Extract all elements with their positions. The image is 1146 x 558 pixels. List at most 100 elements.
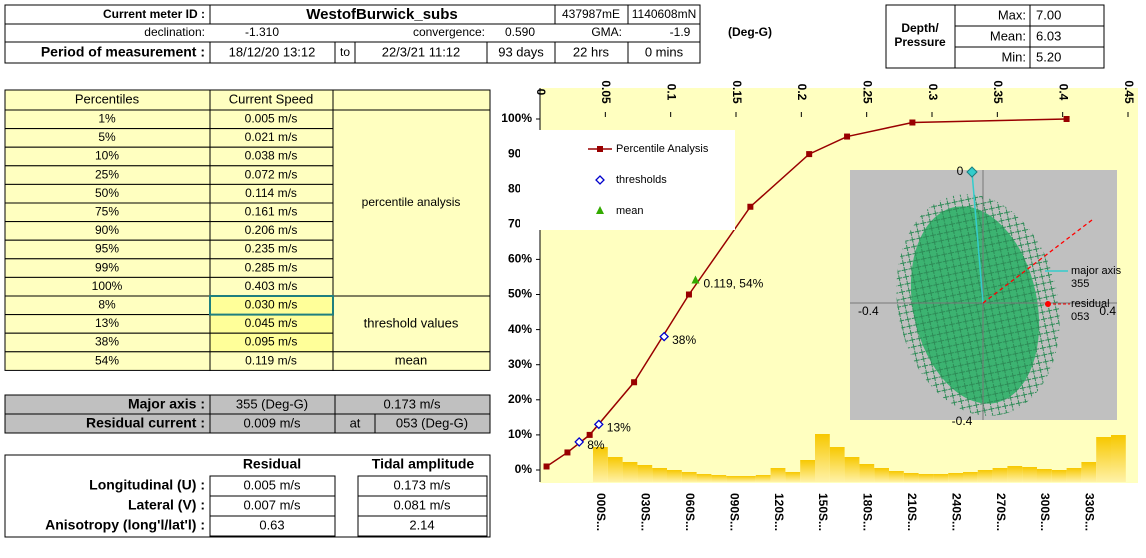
cell-text: Current meter ID :	[103, 7, 205, 21]
cell-text: 50%	[95, 186, 119, 200]
cell-text: convergence:	[413, 25, 485, 39]
y-tick-label: 100%	[501, 111, 532, 125]
cell-text: 0.095 m/s	[245, 335, 298, 349]
cell-text: 0.072 m/s	[245, 167, 298, 181]
bar	[815, 434, 830, 482]
point	[806, 151, 813, 158]
cell	[374, 413, 491, 434]
cell-text: WestofBurwick_subs	[306, 6, 457, 23]
cell-text: 90%	[95, 223, 119, 237]
x-category-label: 060S...	[683, 493, 697, 531]
bar	[859, 464, 875, 482]
selected-cell	[209, 295, 334, 316]
cell	[357, 515, 488, 537]
bar	[1066, 468, 1082, 482]
y-tick-label: 0%	[515, 462, 533, 476]
x-tick-label: 0.3	[926, 84, 940, 101]
bar	[992, 468, 1008, 482]
legend-marker	[595, 175, 605, 185]
frame	[4, 454, 491, 538]
bar	[1007, 466, 1023, 482]
bar	[652, 468, 667, 482]
x-category-label: 240S...	[949, 493, 963, 531]
cell-text: 0.285 m/s	[245, 260, 298, 274]
cell-text: 2.14	[409, 517, 434, 532]
bar	[667, 470, 682, 482]
cell-text: 25%	[95, 167, 119, 181]
cell-text: 13%	[95, 316, 119, 330]
cell-text: 1140608mN	[632, 7, 697, 21]
y-tick-label: 40%	[508, 322, 532, 336]
y-tick-label: 10%	[508, 427, 532, 441]
x-category-label: 300S...	[1038, 493, 1052, 531]
cell-text: 5.20	[1036, 49, 1061, 64]
cell-text: Mean:	[990, 28, 1026, 43]
point	[844, 133, 851, 140]
bar	[1096, 437, 1111, 482]
bar	[1051, 470, 1067, 482]
cell-text: to	[340, 45, 350, 59]
cell-text: Period of measurement :	[41, 44, 205, 60]
legend	[520, 130, 735, 230]
cell-text: Anisotropy (long'l/lat'l) :	[45, 517, 205, 533]
threshold-point	[574, 437, 585, 447]
x-tick-label: 0.2	[795, 84, 809, 101]
bar	[770, 468, 786, 482]
cell	[1029, 46, 1105, 69]
cell-text: 0.005 m/s	[243, 477, 301, 492]
cell-text: 1%	[98, 111, 116, 125]
cell-text: 0.161 m/s	[245, 204, 298, 218]
cell-text: -0.4	[858, 304, 879, 318]
cell-text: 0.007 m/s	[243, 497, 301, 512]
cell-text: 0.206 m/s	[245, 223, 298, 237]
bar	[1037, 469, 1052, 482]
cell-text: Residual	[243, 456, 301, 472]
cell-text: 54%	[95, 353, 119, 367]
x-category-label: 000S...	[594, 493, 608, 531]
bar	[755, 475, 771, 482]
cell-text: 0.173 m/s	[393, 477, 451, 492]
cell-text: 22/3/21 11:12	[382, 44, 461, 59]
threshold-point	[593, 419, 604, 430]
cell-text: 0.4	[1099, 304, 1116, 318]
cell-text: 0.030 m/s	[245, 297, 298, 311]
cell	[332, 351, 491, 371]
cell-text: 0.081 m/s	[393, 497, 451, 512]
cell-text: 99%	[95, 260, 119, 274]
cell-text: 0.173 m/s	[383, 396, 441, 411]
bar	[607, 457, 623, 482]
residual-line	[982, 219, 1093, 304]
cell-text: 95%	[95, 242, 119, 256]
bar	[977, 470, 993, 482]
x-tick-label: 0.45	[1122, 80, 1136, 104]
threshold-point	[659, 331, 670, 342]
cell-text: Lateral (V) :	[128, 497, 205, 513]
major-axis	[971, 171, 984, 304]
bar	[696, 474, 712, 482]
cell-text: residual	[1071, 298, 1110, 310]
bar	[785, 472, 801, 482]
y-tick-label: 30%	[508, 357, 532, 371]
cell-text: Depth/	[901, 21, 939, 35]
bar	[829, 447, 845, 482]
cell-text: 0.038 m/s	[245, 149, 298, 163]
x-tick-label: 0.25	[860, 80, 874, 104]
cell-text: Major axis :	[128, 396, 205, 412]
x-tick-label: 0	[534, 89, 548, 96]
cell-text: declination:	[144, 25, 205, 39]
cell	[209, 515, 336, 537]
y-tick-label: 20%	[508, 392, 532, 406]
point	[586, 431, 593, 438]
cell-text: 0 mins	[645, 44, 684, 59]
bar	[800, 460, 815, 482]
y-tick-label: 50%	[508, 287, 532, 301]
point	[909, 119, 916, 126]
cell	[332, 89, 491, 111]
cell-text: Pressure	[894, 35, 946, 49]
cell-text: 0.590	[505, 25, 535, 39]
point	[543, 463, 550, 470]
bar	[681, 472, 697, 482]
bar	[726, 476, 741, 482]
cell-text: 053	[1071, 311, 1089, 323]
point	[685, 291, 692, 298]
